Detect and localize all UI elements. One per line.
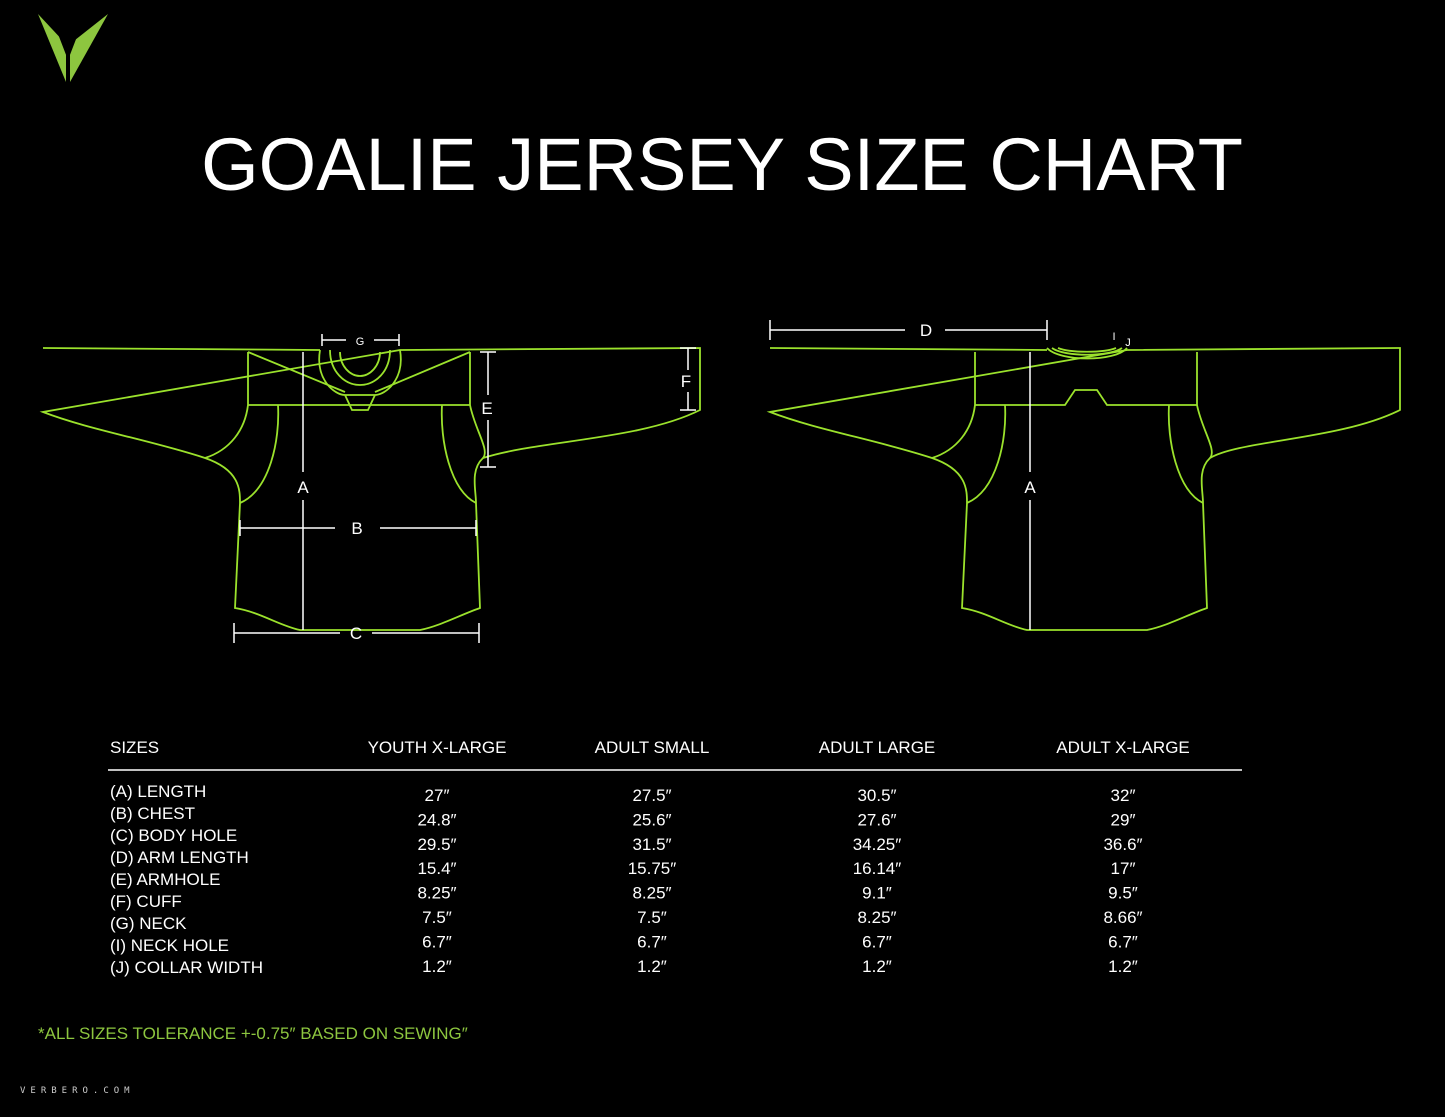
logo <box>38 14 108 82</box>
table-cell: 7.5″ <box>637 908 667 927</box>
table-cell: 25.6″ <box>632 810 671 829</box>
table-cell: 1.2″ <box>1108 957 1138 976</box>
tolerance-note: *ALL SIZES TOLERANCE +-0.75″ BASED ON SE… <box>38 1024 468 1043</box>
back-labels: D A I J <box>920 321 1131 497</box>
table-cell: 8.66″ <box>1103 908 1142 927</box>
dimension-label: I <box>1112 331 1115 343</box>
row-label: (I) NECK HOLE <box>110 936 229 955</box>
table-cell: 1.2″ <box>862 957 892 976</box>
table-cell: 15.4″ <box>417 859 456 878</box>
table-cell: 7.5″ <box>422 908 452 927</box>
table-cell: 6.7″ <box>422 932 452 951</box>
row-label: (F) CUFF <box>110 892 182 911</box>
dimension-label: G <box>356 336 365 348</box>
table-cell: 1.2″ <box>422 957 452 976</box>
column-header: ADULT X-LARGE <box>1056 738 1190 757</box>
table-cell: 9.5″ <box>1108 884 1138 903</box>
dimension-label: F <box>681 372 691 391</box>
table-cell: 36.6″ <box>1103 835 1142 854</box>
table-cell: 9.1″ <box>862 884 892 903</box>
table-cell: 29.5″ <box>417 835 456 854</box>
row-label: (G) NECK <box>110 914 187 933</box>
table-cell: 34.25″ <box>853 835 902 854</box>
title: GOALIE JERSEY SIZE CHART <box>201 123 1243 206</box>
table-cell: 1.2″ <box>637 957 667 976</box>
dimension-label: J <box>1125 337 1131 349</box>
table-cell: 6.7″ <box>1108 932 1138 951</box>
table-cell: 27.5″ <box>632 786 671 805</box>
table-cell: 24.8″ <box>417 810 456 829</box>
row-label: (D) ARM LENGTH <box>110 848 249 867</box>
dimension-label: D <box>920 321 932 340</box>
dimension-label: A <box>1024 478 1036 497</box>
footer-url: VERBERO.COM <box>20 1086 135 1096</box>
row-label: (E) ARMHOLE <box>110 870 221 889</box>
table-cell: 30.5″ <box>857 786 896 805</box>
table-cell: 8.25″ <box>632 884 671 903</box>
table-cell: 32″ <box>1111 786 1136 805</box>
row-label: (J) COLLAR WIDTH <box>110 958 263 977</box>
dimension-label: A <box>297 478 309 497</box>
row-label: (A) LENGTH <box>110 782 206 801</box>
table-cell: 16.14″ <box>853 859 902 878</box>
row-label: (B) CHEST <box>110 804 195 823</box>
dimension-label: C <box>350 624 362 643</box>
column-header: ADULT LARGE <box>819 738 936 757</box>
table-cell: 27″ <box>425 786 450 805</box>
size-table: SIZES YOUTH X-LARGE ADULT SMALL ADULT LARGE… <box>110 738 1190 977</box>
dimension-label: B <box>351 519 362 538</box>
back-jersey <box>766 320 1401 631</box>
front-labels: G F E A B C <box>297 336 691 643</box>
front-jersey <box>39 334 701 643</box>
table-cell: 8.25″ <box>417 884 456 903</box>
table-cell: 6.7″ <box>637 932 667 951</box>
table-cell: 31.5″ <box>632 835 671 854</box>
table-cell: 29″ <box>1111 810 1136 829</box>
column-header: YOUTH X-LARGE <box>368 738 507 757</box>
table-cell: 27.6″ <box>857 810 896 829</box>
column-header: ADULT SMALL <box>595 738 710 757</box>
table-cell: 6.7″ <box>862 932 892 951</box>
table-cell: 17″ <box>1111 859 1136 878</box>
table-cell: 8.25″ <box>857 908 896 927</box>
column-header: SIZES <box>110 738 159 757</box>
dimension-label: E <box>481 399 492 418</box>
table-cell: 15.75″ <box>628 859 677 878</box>
row-label: (C) BODY HOLE <box>110 826 237 845</box>
